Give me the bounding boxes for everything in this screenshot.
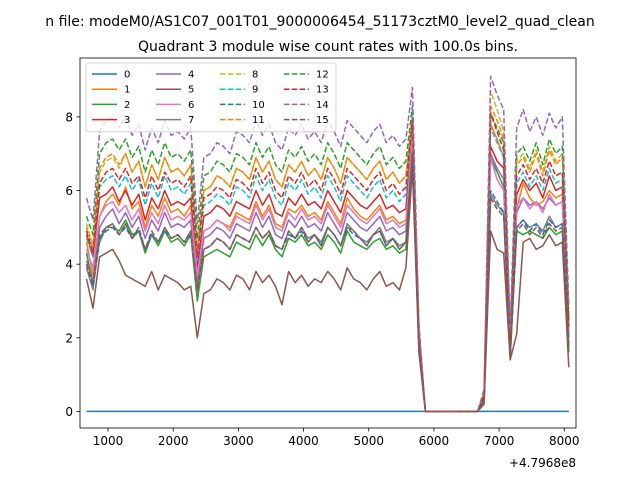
x-tick-label-7000: 7000 — [484, 434, 515, 448]
x-tick-label-3000: 3000 — [223, 434, 254, 448]
legend-frame — [85, 62, 337, 133]
x-tick-label-8000: 8000 — [549, 434, 580, 448]
legend-label-12: 12 — [316, 70, 329, 81]
x-tick-label-5000: 5000 — [353, 434, 384, 448]
legend-label-5: 5 — [188, 85, 194, 96]
series-line-12 — [85, 105, 570, 413]
y-tick-label-4: 4 — [65, 258, 73, 272]
x-axis-offset-text: +4.7968e8 — [509, 456, 576, 470]
legend-label-10: 10 — [252, 100, 265, 111]
series-line-15 — [85, 152, 570, 413]
legend-label-13: 13 — [316, 85, 329, 96]
y-tick-label-0: 0 — [65, 405, 73, 419]
legend-label-2: 2 — [124, 100, 130, 111]
x-axis: 1000 2000 3000 4000 5000 6000 7000 8000 — [93, 428, 580, 448]
x-tick-label-2000: 2000 — [158, 434, 189, 448]
legend-label-1: 1 — [124, 85, 130, 96]
legend-label-15: 15 — [316, 115, 329, 126]
figure-suptitle: n file: modeM0/AS1C07_001T01_9000006454_… — [45, 14, 594, 30]
plot-frame — [79, 57, 577, 429]
legend-label-3: 3 — [124, 115, 130, 126]
y-tick-label-2: 2 — [65, 331, 73, 345]
y-tick-label-8: 8 — [65, 110, 73, 124]
chart-title: Quadrant 3 module wise count rates with … — [138, 39, 518, 55]
legend-label-6: 6 — [188, 100, 194, 111]
x-tick-label-1000: 1000 — [93, 434, 124, 448]
legend-label-0: 0 — [124, 70, 130, 81]
legend-label-9: 9 — [252, 85, 258, 96]
x-tick-label-6000: 6000 — [419, 434, 450, 448]
legend-label-11: 11 — [252, 115, 265, 126]
legend-label-14: 14 — [316, 100, 329, 111]
legend-label-7: 7 — [188, 115, 194, 126]
y-axis: 0 2 4 6 8 — [65, 110, 80, 419]
legend-label-8: 8 — [252, 70, 258, 81]
x-tick-label-4000: 4000 — [288, 434, 319, 448]
series-line-13 — [85, 112, 570, 413]
y-tick-label-6: 6 — [65, 184, 73, 198]
legend-label-4: 4 — [188, 70, 194, 81]
series-layer — [85, 75, 570, 413]
